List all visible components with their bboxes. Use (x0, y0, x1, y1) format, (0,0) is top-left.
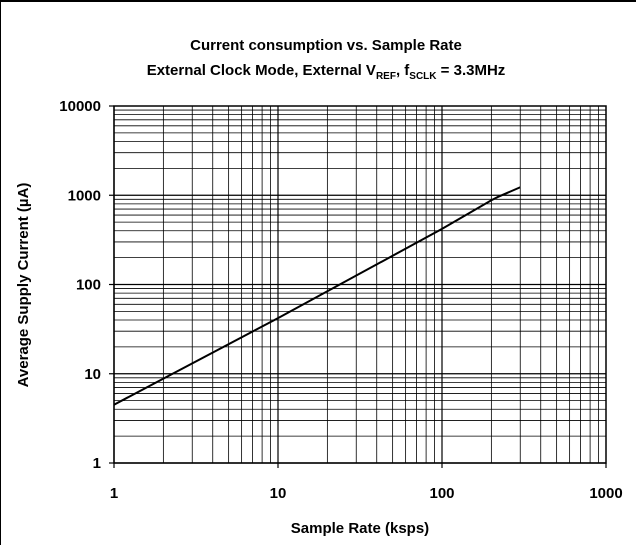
x-axis-label: Sample Rate (ksps) (291, 520, 429, 537)
x-tick-label: 10 (270, 485, 287, 502)
subtitle-prefix: External Clock Mode, External V (147, 62, 376, 79)
chart-title: Current consumption vs. Sample Rate (190, 37, 462, 54)
y-tick-label: 100 (76, 277, 101, 294)
subtitle-vref-sub: REF (376, 71, 396, 82)
axes (109, 105, 607, 468)
grid-lines (113, 106, 606, 464)
y-tick-label: 1000 (68, 187, 101, 204)
y-tick-label: 10 (84, 366, 101, 383)
chart-subtitle: External Clock Mode, External VREF, fSCL… (147, 62, 506, 82)
subtitle-suffix: = 3.3MHz (437, 62, 506, 79)
x-tick-label: 1000 (589, 485, 622, 502)
x-tick-label: 100 (429, 485, 454, 502)
series-line (113, 186, 521, 406)
y-tick-label: 10000 (59, 98, 101, 115)
x-tick-label: 1 (110, 485, 118, 502)
series-layer (113, 186, 521, 406)
y-axis-label: Average Supply Current (µA) (15, 183, 32, 388)
subtitle-middle: , f (396, 62, 410, 79)
subtitle-fsclk-sub: SCLK (409, 71, 437, 82)
y-tick-label: 1 (93, 455, 101, 472)
tick-labels: 1 10 100 1000 1 10 100 1000 10000 (59, 98, 622, 502)
